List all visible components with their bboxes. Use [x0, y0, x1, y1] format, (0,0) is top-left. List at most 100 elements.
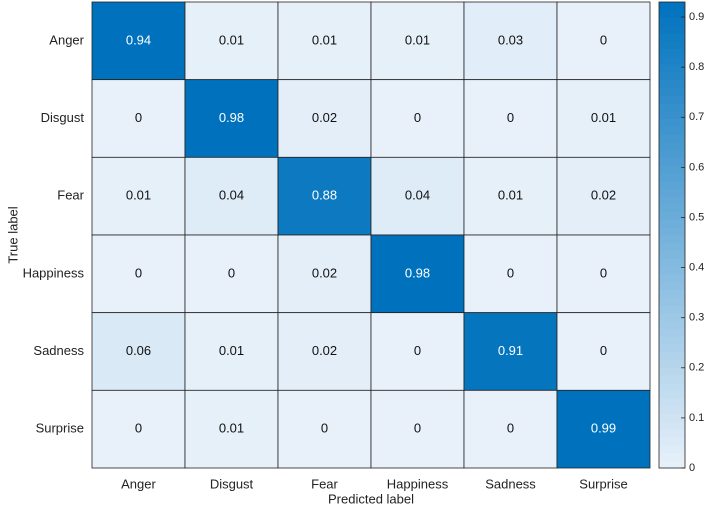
colorbar-segment [659, 25, 685, 34]
colorbar-segment [659, 250, 685, 259]
cell-label: 0.02 [312, 110, 337, 125]
cell [370, 156, 465, 236]
colorbar-tick-label: 0.7 [689, 111, 704, 123]
cell [556, 234, 651, 314]
colorbar-segment [659, 266, 685, 275]
colorbar-segment [659, 203, 685, 213]
y-tick-label: Anger [49, 32, 84, 47]
colorbar-segment [659, 281, 685, 290]
colorbar-segment [659, 126, 685, 135]
cell-label: 0.02 [312, 343, 337, 358]
y-tick-label: Surprise [36, 421, 84, 436]
cell [370, 312, 465, 391]
colorbar-segment [659, 87, 685, 96]
colorbar-segment [659, 444, 685, 453]
colorbar-segment [659, 188, 685, 197]
cell-label: 0 [507, 265, 514, 280]
cell [463, 234, 558, 314]
cell [463, 156, 558, 236]
cell-label: 0.06 [126, 343, 151, 358]
colorbar-segment [659, 328, 685, 337]
cell [556, 79, 651, 158]
cell-label: 0.01 [219, 32, 244, 47]
y-tick-label: Fear [57, 188, 84, 203]
x-tick-label: Anger [121, 476, 156, 491]
cell [370, 234, 465, 314]
colorbar-segment [659, 320, 685, 329]
colorbar-segment [659, 312, 685, 321]
colorbar-segment [659, 110, 685, 119]
x-tick-label: Surprise [579, 476, 627, 491]
colorbar-segment [659, 227, 685, 236]
colorbar-segment [659, 374, 685, 384]
cell [184, 234, 279, 314]
cell [277, 234, 372, 314]
cell-label: 0.01 [219, 421, 244, 436]
cell-label: 0.01 [126, 188, 151, 203]
colorbar-segment [659, 235, 685, 244]
colorbar-segment [659, 56, 685, 65]
cell [277, 1, 372, 81]
colorbar-segment [659, 219, 685, 228]
colorbar-segment [659, 157, 685, 166]
cell-label: 0.01 [312, 32, 337, 47]
colorbar-segment [659, 79, 685, 88]
cell [556, 1, 651, 81]
colorbar-segment [659, 40, 685, 50]
x-tick-label: Happiness [387, 476, 449, 491]
colorbar-segment [659, 304, 685, 314]
x-tick-label: Disgust [210, 476, 254, 491]
cell-label: 0 [600, 265, 607, 280]
x-tick-label: Sadness [485, 476, 536, 491]
colorbar-segment [659, 2, 685, 11]
cell [277, 312, 372, 391]
cell [91, 1, 186, 81]
cell-label: 0 [507, 421, 514, 436]
cell-label: 0.04 [219, 188, 244, 203]
colorbar-segment [659, 17, 685, 26]
cell-label: 0.94 [126, 32, 151, 47]
colorbar-segment [659, 429, 685, 438]
colorbar-segment [659, 258, 685, 267]
colorbar-tick-label: 0.9 [689, 11, 704, 23]
cell-label: 0 [600, 32, 607, 47]
colorbar-segment [659, 273, 685, 283]
colorbar-segment [659, 335, 685, 345]
cell-label: 0 [414, 110, 421, 125]
cell-label: 0.04 [405, 188, 430, 203]
colorbar-segment [659, 149, 685, 158]
cell [91, 389, 186, 469]
colorbar-segment [659, 405, 685, 415]
cell-label: 0 [414, 421, 421, 436]
colorbar-tick-label: 0.8 [689, 61, 704, 73]
colorbar-segment [659, 421, 685, 430]
cell [370, 1, 465, 81]
colorbar-segment [659, 343, 685, 352]
cell-label: 0 [321, 421, 328, 436]
colorbar-tick-label: 0.2 [689, 362, 704, 374]
colorbar-frame [658, 1, 686, 469]
colorbar-segment [659, 71, 685, 81]
cell-label: 0.01 [219, 343, 244, 358]
cell [91, 234, 186, 314]
cell-label: 0 [228, 265, 235, 280]
cell-label: 0 [600, 343, 607, 358]
x-tick-label: Fear [311, 476, 338, 491]
cell-label: 0.01 [405, 32, 430, 47]
colorbar-segment [659, 172, 685, 182]
colorbar-tick-label: 0 [689, 462, 695, 474]
colorbar-segment [659, 436, 685, 446]
cell-label: 0.02 [591, 188, 616, 203]
y-tick-label: Happiness [23, 265, 85, 280]
cell-label: 0 [507, 110, 514, 125]
colorbar-segment [659, 180, 685, 189]
cell-label: 0.03 [498, 32, 523, 47]
colorbar-segment [659, 297, 685, 306]
colorbar-tick-label: 0.6 [689, 161, 704, 173]
cell-label: 0.01 [498, 188, 523, 203]
colorbar-segment [659, 48, 685, 57]
cell [556, 156, 651, 236]
colorbar-segment [659, 367, 685, 376]
colorbar-tick-label: 0.5 [689, 211, 704, 223]
